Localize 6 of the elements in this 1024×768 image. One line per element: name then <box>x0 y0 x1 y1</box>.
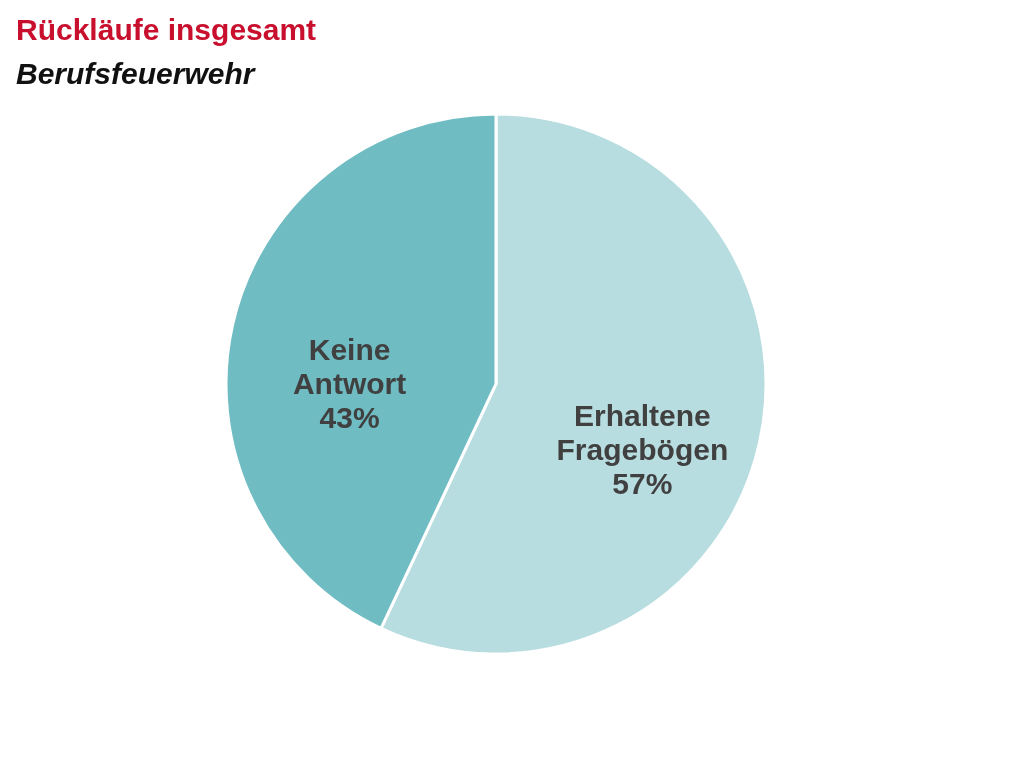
chart-subtitle: Berufsfeuerwehr <box>16 57 257 90</box>
slice-label: Erhaltene Fragebögen <box>556 398 729 466</box>
slice-label: Keine Antwort <box>292 333 407 401</box>
chart-title: Rückläufe insgesamt <box>16 13 317 46</box>
data-label: 43% <box>319 401 380 435</box>
data-label: 57% <box>612 466 673 500</box>
